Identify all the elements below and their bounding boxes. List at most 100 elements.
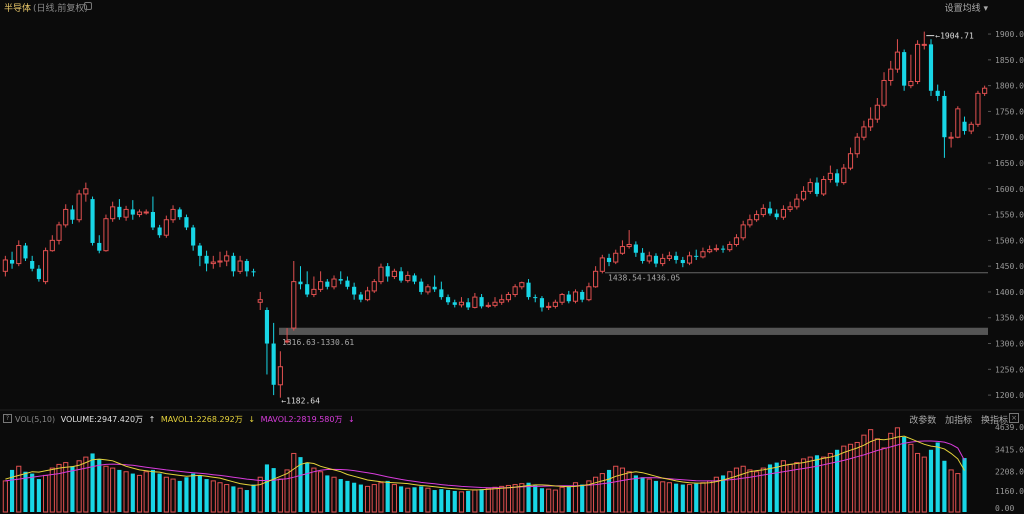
volume-bar — [76, 460, 82, 513]
volume-bar — [774, 462, 779, 512]
volume-bar — [30, 473, 35, 512]
volume-bar — [780, 460, 787, 513]
volume-bar — [244, 490, 249, 512]
candle-body — [43, 250, 49, 283]
annotations: ←1904.71 ←1182.64 1438.54-1436.05 1316.63-1… — [281, 32, 974, 406]
candle-body — [686, 255, 693, 264]
volume-bar — [16, 465, 22, 513]
candle-body — [975, 92, 981, 125]
candle-body — [787, 206, 793, 210]
volume-bar — [110, 467, 116, 513]
volume-bar — [331, 476, 337, 513]
volume-bar — [445, 490, 451, 512]
candle-body — [868, 118, 874, 128]
candle-body — [391, 270, 397, 277]
volume-bar — [419, 486, 424, 512]
candle-body — [633, 244, 638, 253]
candle-body — [318, 281, 324, 290]
volume-bar — [284, 469, 290, 513]
candle-body — [902, 52, 907, 86]
candle-body — [533, 297, 538, 299]
volume-bar — [807, 456, 813, 513]
add-indicator-button[interactable]: 加指标 — [945, 416, 973, 426]
volume-bar — [345, 480, 350, 512]
candle-body — [325, 281, 330, 287]
edit-params-button[interactable]: 改参数 — [909, 416, 937, 426]
settings-icon[interactable] — [84, 2, 92, 10]
volume-bar — [157, 473, 162, 512]
candle-body — [143, 211, 149, 214]
candle-body — [580, 291, 585, 300]
volume-bar — [452, 490, 457, 512]
candle-body — [217, 260, 223, 263]
volume-bar — [499, 485, 505, 513]
volume-bar — [405, 487, 411, 513]
volume-bar — [686, 484, 693, 513]
candle-body — [512, 286, 518, 296]
volume-bar — [646, 478, 652, 513]
candle-body — [519, 282, 525, 288]
volume-bar — [210, 480, 216, 513]
volume-bar — [694, 483, 699, 512]
candle-body — [432, 286, 437, 290]
volume-bar — [640, 477, 645, 512]
candle-body — [760, 207, 766, 216]
volume-tick-label: 2208.00 — [995, 468, 1024, 477]
upper-zone-label: 1438.54-1436.05 — [608, 274, 680, 283]
candle-body — [425, 286, 431, 293]
volume-bar — [713, 476, 719, 513]
volume-bar — [653, 480, 659, 512]
close-icon[interactable]: × — [1009, 413, 1019, 423]
candle-body — [861, 126, 867, 138]
candle-body — [572, 291, 579, 302]
volume-bar — [660, 481, 666, 513]
index-title[interactable]: 半导体 — [4, 4, 32, 14]
arrow-down-icon: ↓ — [348, 415, 355, 424]
volume-bar — [847, 443, 854, 513]
volume-bar — [908, 443, 914, 513]
candle-body — [935, 90, 940, 96]
volume-bar — [197, 475, 202, 512]
volume-bar — [2, 480, 8, 513]
price-tick-label: 1900.00 — [995, 30, 1024, 39]
candle-body — [378, 266, 384, 283]
mavol1-value: MAVOL1:2268.292万 — [160, 415, 243, 424]
volume-bar — [914, 452, 921, 513]
price-tick-label: 1350.00 — [995, 314, 1024, 323]
volume-bar — [519, 483, 525, 513]
volume-axis: 4639.00 3415.00 2208.00 1160.00 0.00 — [995, 423, 1024, 513]
volume-bar — [231, 486, 236, 512]
set-ma-button[interactable]: 设置均线 ▾ — [945, 1, 988, 14]
volume-bar — [479, 489, 484, 512]
volume-indicator-name: VOL(5,10) — [15, 415, 56, 424]
candle-body — [117, 206, 122, 218]
volume-bar — [619, 467, 626, 513]
candle-body — [546, 305, 552, 308]
candle-body — [237, 260, 243, 272]
candle-body — [948, 136, 954, 139]
volume-bar — [861, 434, 867, 513]
volume-panel-header: ? VOL(5,10) VOLUME:2947.420万 ↑ MAVOL1:22… — [0, 411, 1024, 426]
question-icon[interactable]: ? — [3, 414, 12, 423]
candle-body — [740, 224, 746, 239]
candle-body — [640, 252, 645, 261]
volume-bar — [23, 471, 28, 512]
volume-bar — [311, 467, 317, 513]
candle-body — [700, 251, 706, 258]
volume-bars — [2, 427, 967, 513]
volume-bar — [854, 441, 860, 513]
volume-bar — [364, 485, 371, 513]
switch-indicator-button[interactable]: 换指标 — [980, 416, 1008, 426]
volume-bar — [552, 489, 558, 513]
volume-bar — [338, 479, 343, 512]
volume-bar — [251, 484, 256, 512]
candle-body — [204, 255, 209, 264]
volume-bar — [36, 479, 41, 512]
set-ma-label: 设置均线 — [944, 4, 981, 14]
volume-bar — [298, 457, 303, 512]
candle-body — [371, 281, 377, 292]
volume-bar — [103, 465, 109, 513]
volume-bar — [613, 465, 619, 513]
candle-body — [928, 44, 934, 91]
